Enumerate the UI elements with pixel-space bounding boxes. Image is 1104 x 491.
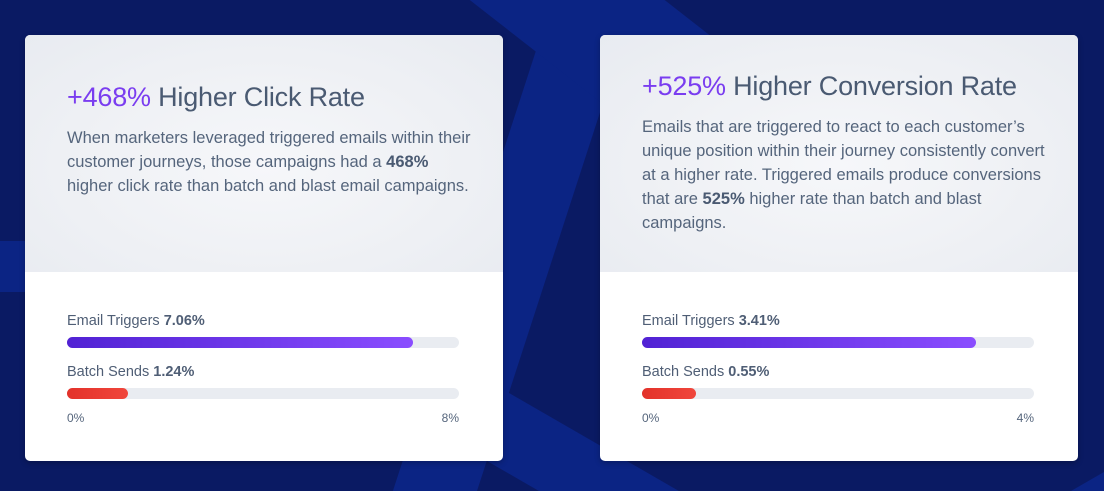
description-text: higher rate than batch and blast campaig…: [642, 190, 982, 232]
bar-label-email-triggers: Email Triggers 3.41%: [642, 312, 1034, 330]
bar-fill-batch-sends: [642, 388, 696, 399]
title-text: Higher Conversion Rate: [725, 71, 1017, 101]
card-description: Emails that are triggered to react to ea…: [642, 115, 1048, 235]
bar-track: [67, 337, 459, 348]
description-highlight: 468%: [386, 153, 429, 171]
bar-chart: Email Triggers 7.06% Batch Sends 1.24% 0…: [25, 272, 503, 425]
bar-label-email-triggers: Email Triggers 7.06%: [67, 312, 459, 330]
bar-value: 7.06%: [163, 313, 205, 329]
description-text: higher click rate than batch and blast e…: [67, 177, 469, 195]
description-highlight: 525%: [702, 190, 745, 208]
conversion-rate-card: +525% Higher Conversion Rate Emails that…: [600, 35, 1078, 461]
bar-track: [642, 388, 1034, 399]
title-accent-stat: +468%: [67, 82, 151, 112]
bar-value: 0.55%: [728, 364, 770, 380]
axis-max-label: 8%: [441, 411, 459, 425]
bar-fill-email-triggers: [642, 337, 977, 348]
description-text: Emails that are triggered to react to ea…: [642, 118, 1045, 208]
card-header: +525% Higher Conversion Rate Emails that…: [600, 35, 1078, 272]
x-axis: 0% 4%: [642, 411, 1034, 425]
bar-fill-batch-sends: [67, 388, 128, 399]
bar-chart: Email Triggers 3.41% Batch Sends 0.55% 0…: [600, 272, 1078, 425]
axis-min-label: 0%: [67, 411, 85, 425]
bar-label-text: Email Triggers: [642, 313, 739, 329]
bar-value: 1.24%: [153, 364, 195, 380]
bar-label-batch-sends: Batch Sends 0.55%: [642, 363, 1034, 381]
background-stripe: [0, 241, 25, 292]
title-text: Higher Click Rate: [150, 82, 365, 112]
x-axis: 0% 8%: [67, 411, 459, 425]
title-accent-stat: +525%: [642, 71, 726, 101]
card-title: +525% Higher Conversion Rate: [642, 69, 1048, 103]
click-rate-card: +468% Higher Click Rate When marketers l…: [25, 35, 503, 461]
card-header: +468% Higher Click Rate When marketers l…: [25, 35, 503, 272]
bar-label-text: Batch Sends: [642, 364, 729, 380]
bar-label-text: Email Triggers: [67, 313, 164, 329]
bar-track: [67, 388, 459, 399]
axis-max-label: 4%: [1016, 411, 1034, 425]
bar-label-batch-sends: Batch Sends 1.24%: [67, 363, 459, 381]
description-text: When marketers leveraged triggered email…: [67, 129, 471, 171]
bar-value: 3.41%: [738, 313, 780, 329]
bar-label-text: Batch Sends: [67, 364, 154, 380]
axis-min-label: 0%: [642, 411, 660, 425]
bar-track: [642, 337, 1034, 348]
bar-fill-email-triggers: [67, 337, 413, 348]
card-title: +468% Higher Click Rate: [67, 80, 473, 114]
card-description: When marketers leveraged triggered email…: [67, 126, 473, 198]
